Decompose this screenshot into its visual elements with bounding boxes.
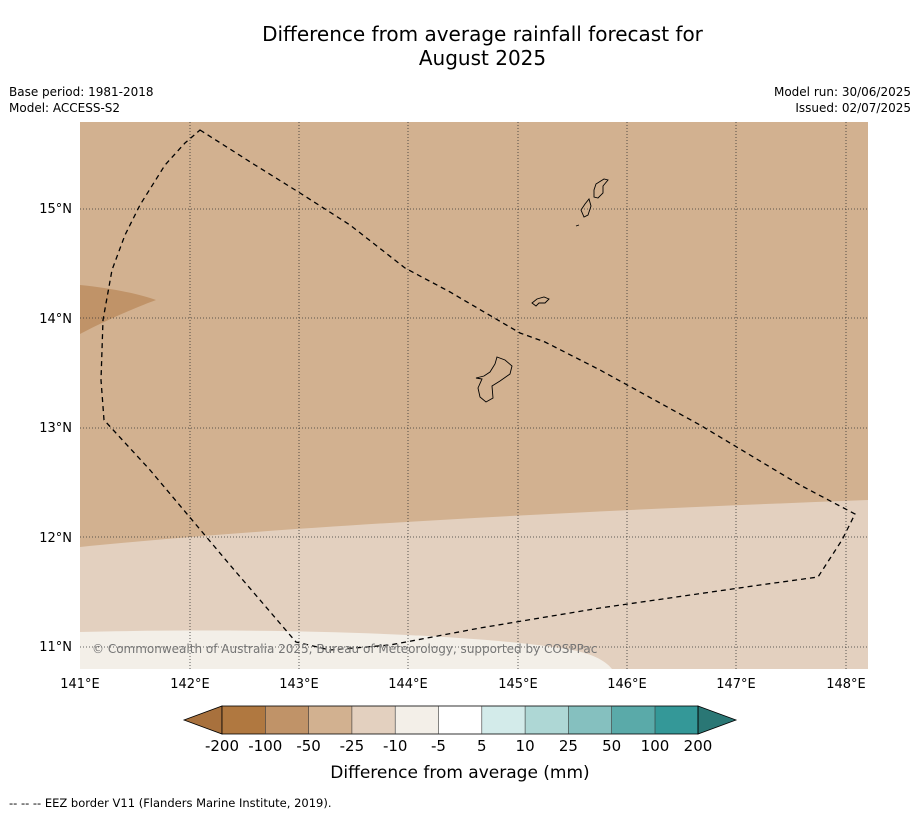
colorbar-tick: 5 (477, 737, 487, 755)
graticule (80, 122, 868, 669)
colorbar-tick: 10 (516, 737, 535, 755)
colorbar-segment (308, 706, 352, 734)
rain-zone-50-100-dry (80, 285, 156, 334)
lon-label: 145°E (498, 677, 538, 692)
colorbar-segment (438, 706, 482, 734)
colorbar-arrow-high (697, 705, 738, 735)
colorbar-tick: -10 (383, 737, 408, 755)
model-run: Model run: 30/06/2025 (773, 85, 911, 99)
colorbar-segment (568, 706, 612, 734)
title-line-1: Difference from average rainfall forecas… (262, 22, 703, 46)
colorbar-segment (525, 706, 569, 734)
colorbar-tick: -5 (431, 737, 446, 755)
colorbar-segment (611, 706, 655, 734)
colorbar-arrow-low (182, 705, 223, 735)
lon-label: 146°E (607, 677, 647, 692)
islands (475, 178, 609, 403)
colorbar-segment (351, 706, 396, 734)
island-rota (531, 296, 550, 307)
colorbar-segment (655, 706, 698, 734)
lat-label: 14°N (39, 312, 72, 327)
meta-right: Model run: 30/06/2025 Issued: 02/07/2025 (774, 84, 911, 116)
colorbar-segment (222, 706, 266, 734)
lon-labels: 141°E 142°E 143°E 144°E 145°E 146°E 147°… (60, 677, 866, 692)
colorbar-segment (481, 706, 526, 734)
lat-label: 13°N (39, 421, 72, 436)
lat-label: 11°N (39, 640, 72, 655)
lon-label: 141°E (60, 677, 100, 692)
lon-label: 143°E (279, 677, 319, 692)
colorbar-tick: -100 (248, 737, 282, 755)
copyright-text: © Commonwealth of Australia 2025, Bureau… (92, 642, 597, 656)
island-saipan (593, 178, 609, 199)
colorbar: -200 -100 -50 -25 -10 -5 5 10 25 50 100 … (182, 705, 738, 783)
meta-left: Base period: 1981-2018 Model: ACCESS-S2 (9, 84, 154, 116)
map-panel: © Commonwealth of Australia 2025, Bureau… (80, 122, 868, 669)
lon-label: 144°E (388, 677, 428, 692)
eez-border (100, 129, 856, 651)
title-line-2: August 2025 (418, 46, 547, 70)
rain-zone-5-10-dry (80, 630, 612, 669)
lat-label: 15°N (39, 202, 72, 217)
colorbar-tick: 50 (602, 737, 621, 755)
colorbar-label: Difference from average (mm) (330, 763, 589, 783)
colorbar-segment (395, 706, 439, 734)
lon-label: 147°E (716, 677, 756, 692)
eez-legend-note: -- -- -- EEZ border V11 (Flanders Marine… (9, 796, 332, 810)
colorbar-tick: -50 (296, 737, 321, 755)
lon-label: 142°E (170, 677, 210, 692)
issued-date: Issued: 02/07/2025 (795, 101, 911, 115)
lat-label: 12°N (39, 531, 72, 546)
colorbar-segment (265, 706, 309, 734)
rain-zone-10-25-dry (80, 500, 868, 669)
chart-title: Difference from average rainfall forecas… (0, 22, 919, 70)
colorbar-tick: -200 (205, 737, 239, 755)
colorbar-tick: -25 (340, 737, 365, 755)
island-tinian (580, 198, 592, 218)
lat-labels: 15°N 14°N 13°N 12°N 11°N (39, 202, 72, 655)
island-aguijan (575, 224, 580, 227)
lon-label: 148°E (826, 677, 866, 692)
colorbar-tick: 25 (559, 737, 578, 755)
model-name: Model: ACCESS-S2 (9, 101, 121, 115)
colorbar-tick: 100 (641, 737, 670, 755)
colorbar-tick: 200 (684, 737, 713, 755)
base-period: Base period: 1981-2018 (9, 85, 154, 99)
colorbar-ticks: -200 -100 -50 -25 -10 -5 5 10 25 50 100 … (205, 737, 712, 755)
island-guam (475, 356, 513, 403)
